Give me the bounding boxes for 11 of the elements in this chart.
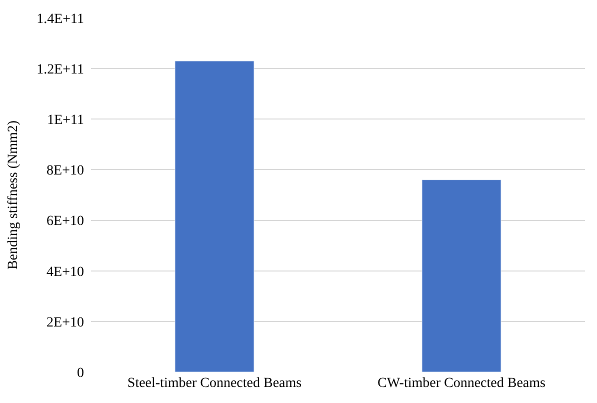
y-tick-label: 6E+10 <box>46 214 84 230</box>
y-tick-label: 1E+11 <box>47 113 84 128</box>
y-tick-label: 8E+10 <box>46 164 84 179</box>
x-tick-label: Steel-timber Connected Beams <box>127 376 302 391</box>
y-tick-label: 1.4E+11 <box>36 12 84 27</box>
y-tick-label: 2E+10 <box>46 315 84 330</box>
x-tick-label: CW-timber Connected Beams <box>378 376 546 391</box>
y-tick-label: 4E+10 <box>46 264 84 280</box>
y-axis-title: Bending stiffness (Nmm2) <box>6 120 22 270</box>
y-tick-label: 1.2E+11 <box>36 62 84 78</box>
y-tick-label: 0 <box>77 366 84 381</box>
